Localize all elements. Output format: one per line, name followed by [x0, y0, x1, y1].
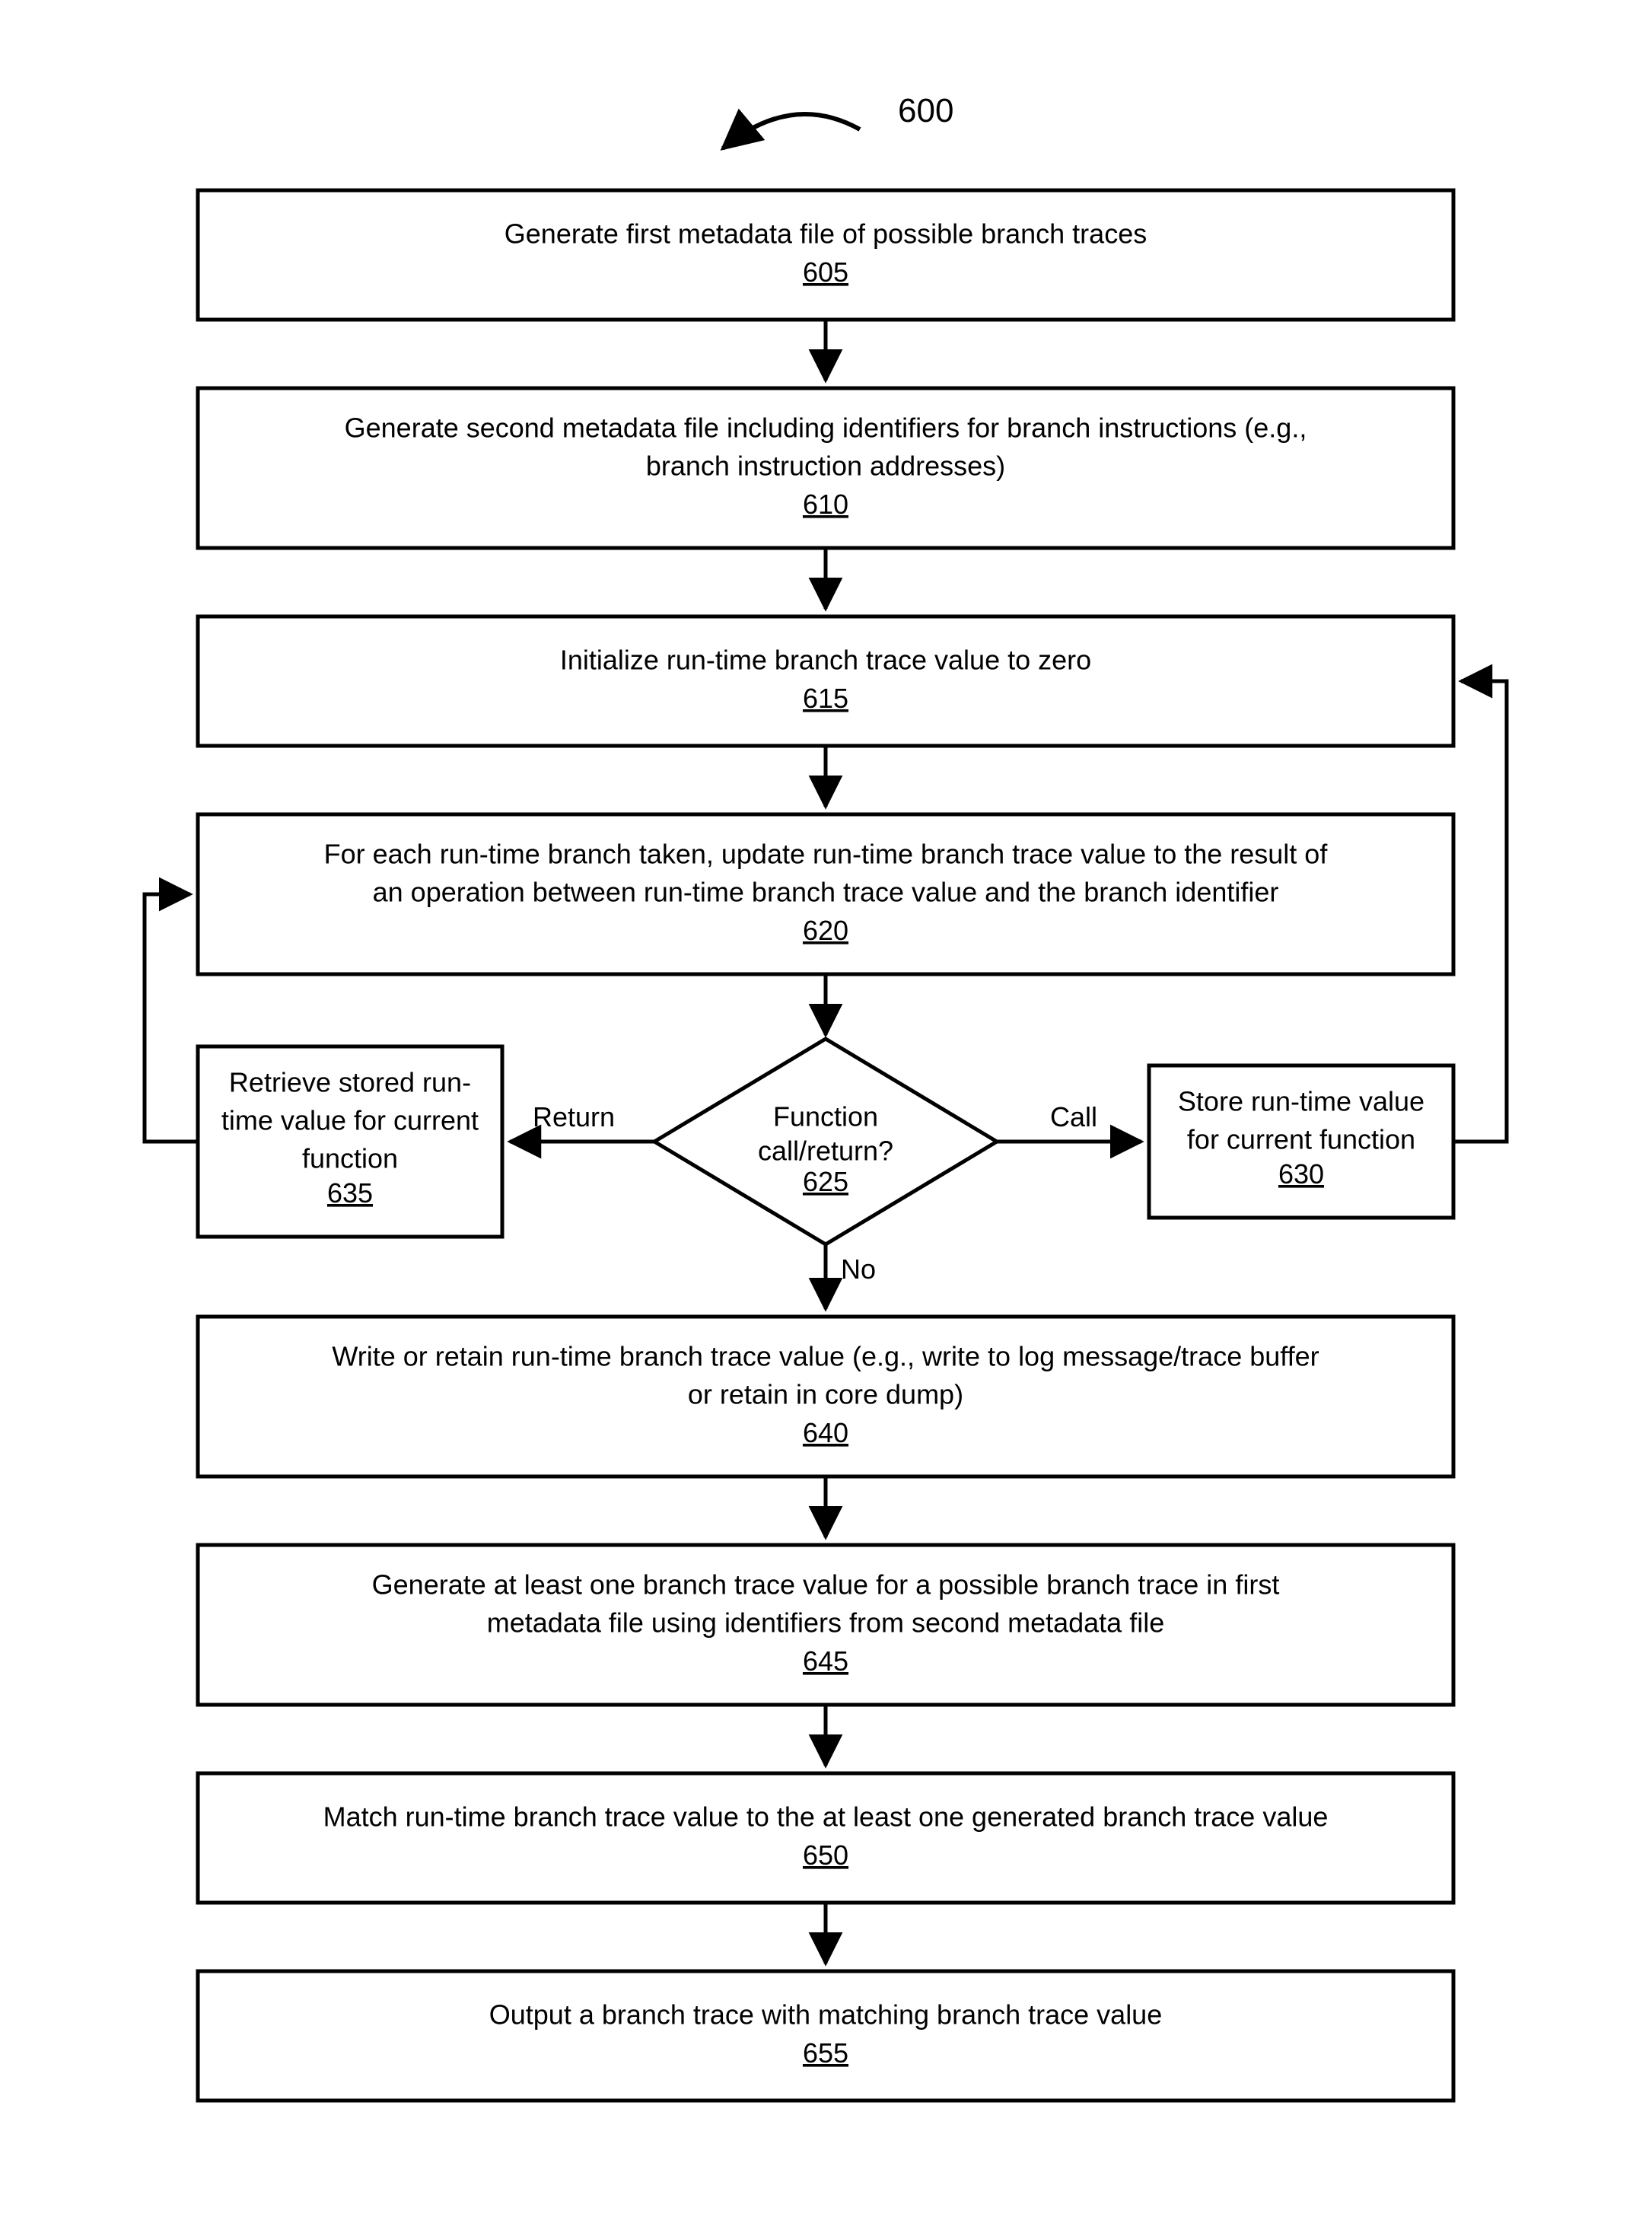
node-650: Match run-time branch trace value to the… — [198, 1773, 1453, 1903]
node-645: Generate at least one branch trace value… — [198, 1545, 1453, 1705]
node-655-ref: 655 — [803, 2037, 848, 2069]
node-640-line2: or retain in core dump) — [688, 1379, 963, 1410]
node-610: Generate second metadata file including … — [198, 388, 1453, 548]
edge-635-620 — [145, 894, 198, 1142]
node-630-ref: 630 — [1278, 1158, 1324, 1190]
node-620-line2: an operation between run-time branch tra… — [373, 877, 1279, 908]
node-630: Store run-time value for current functio… — [1149, 1065, 1453, 1218]
node-605: Generate first metadata file of possible… — [198, 190, 1453, 320]
node-620: For each run-time branch taken, update r… — [198, 814, 1453, 974]
node-645-line1: Generate at least one branch trace value… — [372, 1569, 1280, 1601]
node-610-line1: Generate second metadata file including … — [345, 412, 1307, 444]
node-640: Write or retain run-time branch trace va… — [198, 1317, 1453, 1476]
node-625-ref: 625 — [803, 1166, 848, 1197]
figure-number-text: 600 — [898, 92, 953, 129]
node-625-line2: call/return? — [758, 1136, 893, 1167]
figure-label: 600 — [723, 92, 953, 148]
node-615: Initialize run-time branch trace value t… — [198, 616, 1453, 746]
flowchart-diagram: 600 Generate first metadata file of poss… — [0, 0, 1652, 2236]
node-640-line1: Write or retain run-time branch trace va… — [332, 1341, 1319, 1372]
node-645-line2: metadata file using identifiers from sec… — [487, 1607, 1164, 1639]
node-620-ref: 620 — [803, 915, 848, 946]
node-625-decision: Function call/return? 625 — [654, 1039, 997, 1244]
node-655: Output a branch trace with matching bran… — [198, 1971, 1453, 2101]
node-630-line1: Store run-time value — [1178, 1086, 1424, 1117]
edge-label-no: No — [841, 1253, 876, 1285]
node-640-ref: 640 — [803, 1417, 848, 1448]
node-610-line2: branch instruction addresses) — [646, 451, 1005, 482]
node-650-ref: 650 — [803, 1839, 848, 1871]
node-655-line1: Output a branch trace with matching bran… — [489, 1999, 1162, 2031]
node-645-ref: 645 — [803, 1645, 848, 1677]
node-635-ref: 635 — [327, 1177, 373, 1209]
node-650-line1: Match run-time branch trace value to the… — [323, 1801, 1329, 1833]
edge-630-615 — [1453, 681, 1507, 1142]
node-625-line1: Function — [773, 1101, 878, 1132]
node-635-line1: Retrieve stored run- — [229, 1067, 471, 1098]
node-635: Retrieve stored run- time value for curr… — [198, 1046, 502, 1237]
node-630-line2: for current function — [1187, 1124, 1415, 1155]
node-615-ref: 615 — [803, 683, 848, 714]
node-610-ref: 610 — [803, 489, 848, 520]
edge-label-call: Call — [1050, 1101, 1097, 1132]
node-635-line3: function — [302, 1143, 398, 1174]
node-605-line1: Generate first metadata file of possible… — [505, 218, 1147, 250]
node-635-line2: time value for current — [221, 1105, 479, 1136]
node-605-ref: 605 — [803, 256, 848, 288]
edge-label-return: Return — [533, 1101, 615, 1132]
node-620-line1: For each run-time branch taken, update r… — [324, 839, 1329, 870]
node-615-line1: Initialize run-time branch trace value t… — [560, 645, 1091, 676]
